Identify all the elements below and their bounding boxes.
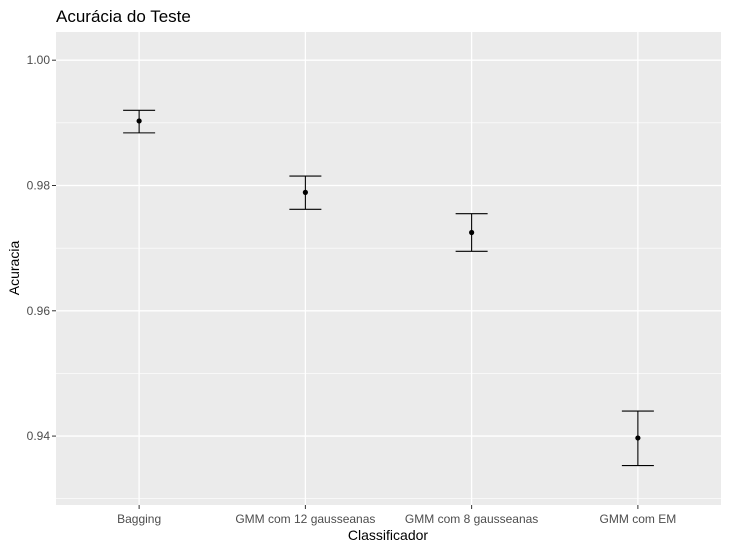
data-point bbox=[469, 229, 475, 236]
y-axis: 0.94 0.96 0.98 1.00 bbox=[27, 53, 56, 443]
minor-gridlines bbox=[56, 122, 721, 500]
plot-panel bbox=[56, 32, 721, 505]
y-tick-label: 0.98 bbox=[27, 178, 51, 192]
y-axis-title: Acuracia bbox=[6, 241, 22, 296]
x-tick-label: Bagging bbox=[117, 512, 161, 526]
data-marks bbox=[123, 109, 654, 467]
major-gridlines bbox=[56, 32, 721, 505]
x-tick-label: GMM com 8 gausseanas bbox=[405, 512, 538, 526]
data-point bbox=[302, 189, 308, 195]
data-point bbox=[136, 118, 142, 124]
y-tick-label: 0.94 bbox=[27, 429, 51, 443]
x-tick-label: GMM com 12 gausseanas bbox=[235, 512, 375, 526]
chart-title: Acurácia do Teste bbox=[56, 7, 191, 26]
x-axis-title: Classificador bbox=[348, 527, 428, 543]
data-point bbox=[635, 435, 641, 441]
y-tick-label: 1.00 bbox=[27, 53, 51, 67]
x-axis: Bagging GMM com 12 gausseanas GMM com 8 ga… bbox=[117, 505, 676, 526]
y-tick-label: 0.96 bbox=[27, 304, 51, 318]
x-tick-label: GMM com EM bbox=[600, 512, 677, 526]
